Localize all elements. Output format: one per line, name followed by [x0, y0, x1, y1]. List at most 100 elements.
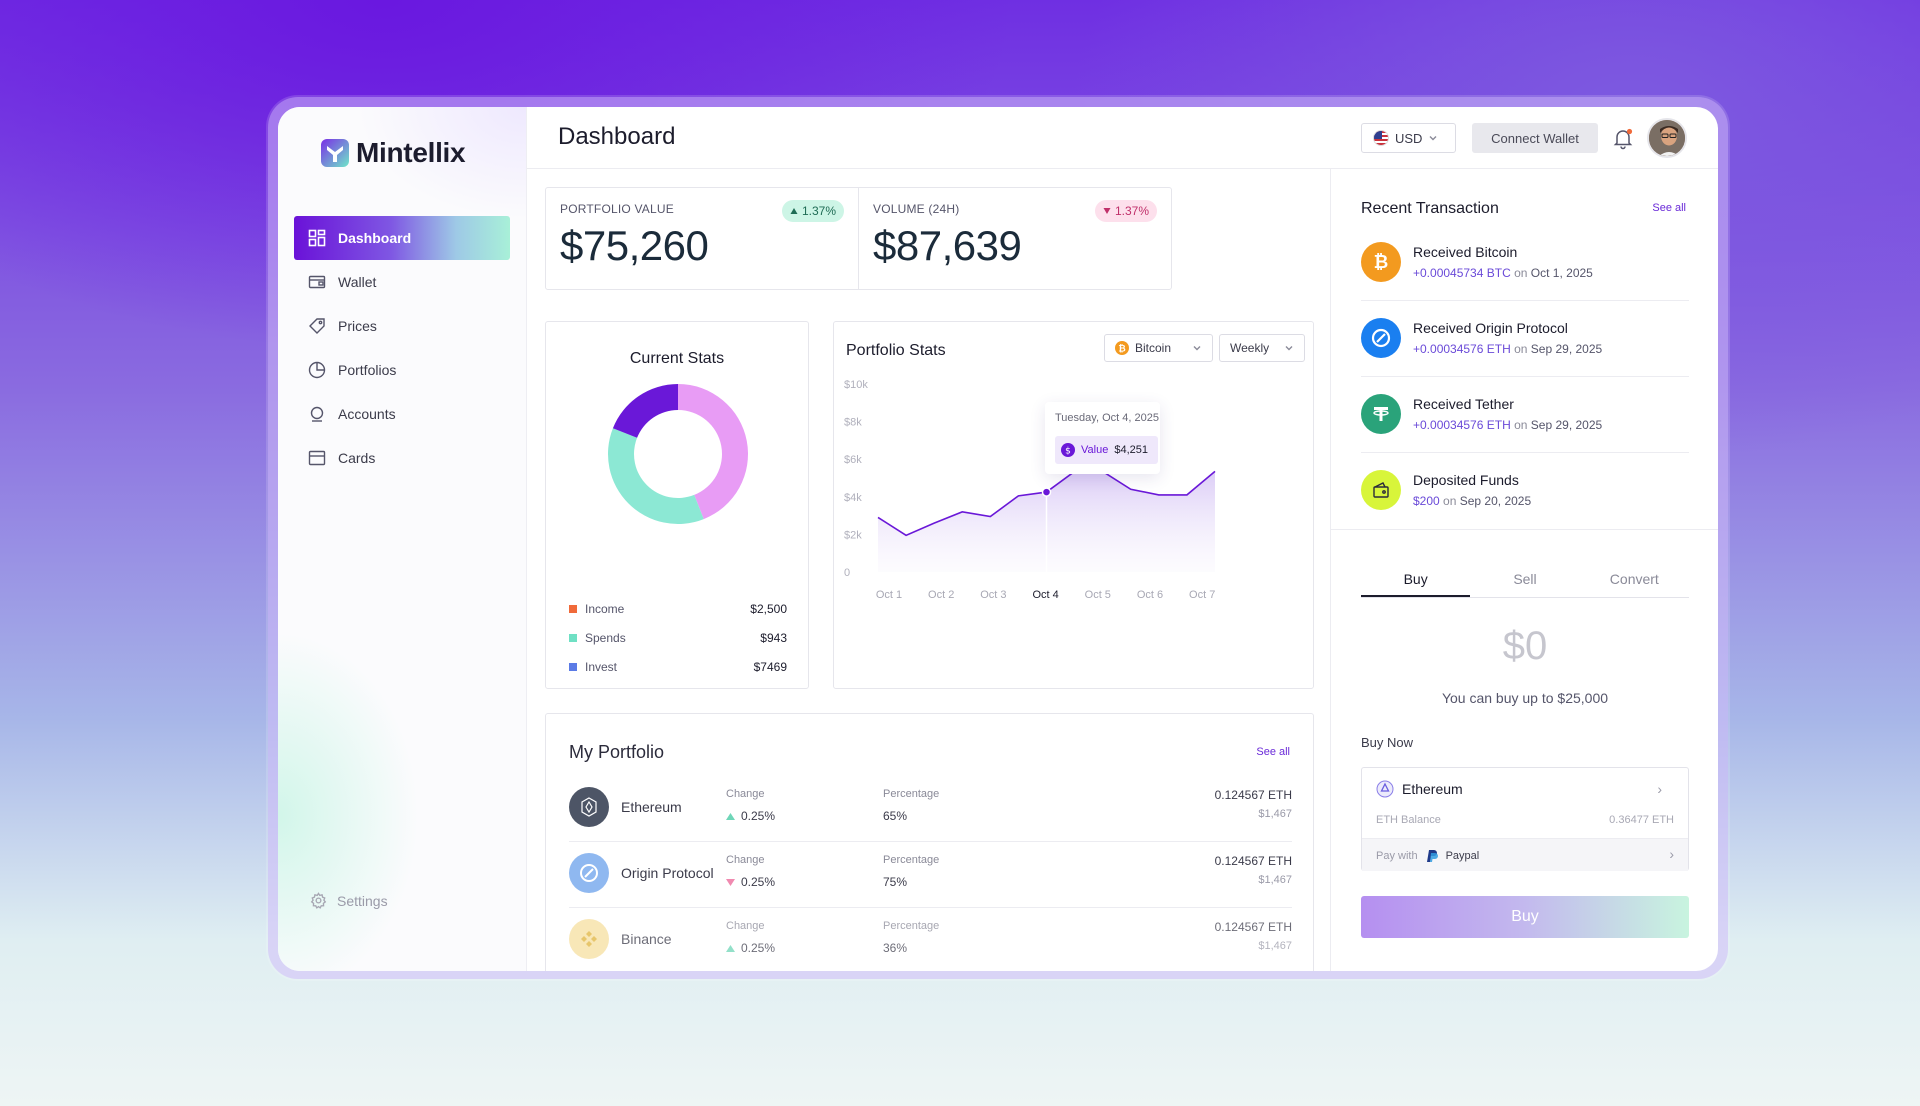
legend-value: $7469 — [753, 659, 787, 674]
tooltip-value-chip: $ Value $4,251 — [1055, 436, 1158, 464]
portfolio-area-chart: $10k $8k $6k $4k $2k 0 Oct 1 Oct 2 Oct 3 Oct 4 Oct… — [844, 379, 1216, 601]
donut-slice — [608, 428, 704, 524]
change-column: Change 0.25% — [726, 788, 775, 823]
transaction-on: on — [1514, 418, 1528, 432]
chevron-down-icon — [1429, 136, 1437, 141]
chart-tooltip: Tuesday, Oct 4, 2025 $ Value $4,251 — [1045, 402, 1160, 474]
current-stats-card: Current Stats Income $2,500 Spends $943 … — [545, 321, 809, 689]
sidebar-item-cards[interactable]: Cards — [294, 436, 510, 480]
column-label: Change — [726, 920, 765, 932]
ethereum-icon — [1376, 780, 1394, 798]
asset-select[interactable]: Ethereum › — [1376, 780, 1676, 798]
transaction-item[interactable]: Received Origin Protocol +0.00034576 ETH… — [1361, 301, 1689, 377]
percentage-value: 65% — [883, 809, 908, 823]
portfolio-row[interactable]: Ethereum Change 0.25% Percentage 65% 0.1… — [569, 776, 1292, 842]
kpi-label: PORTFOLIO VALUE — [560, 202, 674, 216]
triangle-down-icon — [1103, 208, 1111, 214]
brand-name: Mintellix — [356, 137, 466, 168]
column-label: Percentage — [883, 788, 940, 800]
coin-amount: 0.124567 ETH — [1214, 788, 1292, 802]
column-label: Percentage — [883, 920, 940, 932]
chevron-right-icon: › — [1669, 846, 1674, 862]
svg-text:₿: ₿ — [1118, 344, 1125, 355]
tab-buy[interactable]: Buy — [1361, 565, 1471, 597]
y-tick-label: $10k — [844, 379, 868, 391]
legend-swatch — [569, 604, 577, 613]
see-all-link[interactable]: See all — [1256, 746, 1290, 758]
portfolio-stats-card: Portfolio Stats ₿ Bitcoin Weekly $10k $8k… — [833, 321, 1314, 689]
amount-column: 0.124567 ETH $1,467 — [1215, 788, 1292, 820]
percentage-value: 75% — [883, 875, 908, 889]
y-tick-label: $4k — [844, 492, 862, 504]
connect-wallet-button[interactable]: Connect Wallet — [1472, 123, 1598, 153]
tab-convert[interactable]: Convert — [1609, 571, 1659, 587]
tooltip-date: Tuesday, Oct 4, 2025 — [1055, 412, 1159, 424]
amount-column: 0.124567 ETH $1,467 — [1215, 920, 1292, 952]
transaction-date: Sep 20, 2025 — [1459, 494, 1532, 508]
legend-label: Spends — [585, 630, 626, 645]
sidebar-item-accounts[interactable]: Accounts — [294, 392, 510, 436]
sidebar-item-label: Wallet — [338, 274, 377, 290]
transaction-item[interactable]: Deposited Funds $200 on Sep 20, 2025 — [1361, 453, 1689, 529]
transaction-amount: +0.00045734 BTC — [1413, 266, 1511, 280]
coin-name: Binance — [621, 931, 672, 947]
usd-amount: $1,467 — [1258, 874, 1292, 886]
transaction-item[interactable]: Received Tether +0.00034576 ETH on Sep 2… — [1361, 377, 1689, 453]
legend-item-invest: Invest $7469 — [569, 652, 787, 681]
highlight-point[interactable] — [1041, 487, 1052, 497]
sidebar-item-portfolios[interactable]: Portfolios — [294, 348, 510, 392]
transaction-item[interactable]: ₿ Received Bitcoin +0.00045734 BTC on Oc… — [1361, 225, 1689, 301]
legend-item-spends: Spends $943 — [569, 623, 787, 652]
bell-icon[interactable] — [1611, 126, 1635, 150]
buy-amount-input[interactable]: $0 — [1502, 624, 1548, 668]
buy-button[interactable]: Buy — [1361, 896, 1689, 938]
coin-name: Ethereum — [621, 799, 682, 815]
sidebar-item-settings[interactable]: Settings — [310, 892, 388, 909]
tab-sell[interactable]: Sell — [1513, 571, 1537, 587]
sidebar-item-wallet[interactable]: Wallet — [294, 260, 510, 304]
triangle-down-icon — [726, 878, 735, 886]
x-tick-label: Oct 2 — [928, 589, 954, 601]
sidebar-item-prices[interactable]: Prices — [294, 304, 510, 348]
change-value: 0.25% — [741, 941, 776, 955]
sidebar-nav: Dashboard Wallet Prices Portfolios — [294, 216, 510, 480]
kpi-label: VOLUME (24H) — [873, 202, 960, 216]
buy-limit-text: You can buy up to $25,000 — [1441, 690, 1609, 706]
y-tick-label: $2k — [844, 529, 862, 541]
wallet-icon — [308, 273, 326, 291]
x-tick-label: Oct 5 — [1085, 589, 1111, 601]
my-portfolio-card: My Portfolio See all Ethereum Change 0.2… — [545, 713, 1314, 971]
tag-icon — [308, 317, 326, 335]
percentage-column: Percentage 65% — [883, 788, 939, 823]
donut-chart — [608, 384, 748, 524]
legend-value: $943 — [760, 630, 787, 645]
x-tick-label: Oct 4 — [1032, 589, 1058, 601]
gear-icon — [310, 892, 327, 909]
currency-select[interactable]: USD — [1361, 123, 1456, 153]
see-all-link[interactable]: See all — [1652, 202, 1686, 214]
portfolio-row[interactable]: Origin Protocol Change 0.25% Percentage … — [569, 842, 1292, 908]
sidebar-item-dashboard[interactable]: Dashboard — [294, 216, 510, 260]
avatar[interactable] — [1647, 118, 1687, 158]
us-flag-icon — [1373, 130, 1389, 146]
legend-label: Invest — [585, 659, 618, 674]
pay-with-select[interactable]: Pay with Paypal › — [1362, 838, 1688, 871]
select-value: Weekly — [1230, 341, 1270, 355]
transaction-date: Sep 29, 2025 — [1530, 342, 1603, 356]
donut-slice — [612, 384, 678, 438]
sidebar-item-label: Portfolios — [338, 362, 397, 378]
chevron-right-icon: › — [1657, 781, 1662, 797]
divider — [1331, 529, 1718, 530]
brand-logo[interactable]: Mintellix — [320, 137, 466, 169]
legend-value: $2,500 — [750, 601, 787, 616]
chevron-down-icon — [1285, 346, 1293, 351]
coin-select[interactable]: ₿ Bitcoin — [1104, 334, 1213, 362]
portfolio-row[interactable]: Binance Change 0.25% Percentage 36% 0.12… — [569, 908, 1292, 971]
sidebar-item-label: Dashboard — [338, 230, 412, 246]
period-select[interactable]: Weekly — [1219, 334, 1305, 362]
select-value: Bitcoin — [1135, 341, 1172, 355]
legend-swatch — [569, 633, 577, 642]
column-label: Percentage — [883, 854, 940, 866]
transaction-title: Received Bitcoin — [1413, 244, 1518, 260]
card-title: My Portfolio — [569, 742, 665, 762]
